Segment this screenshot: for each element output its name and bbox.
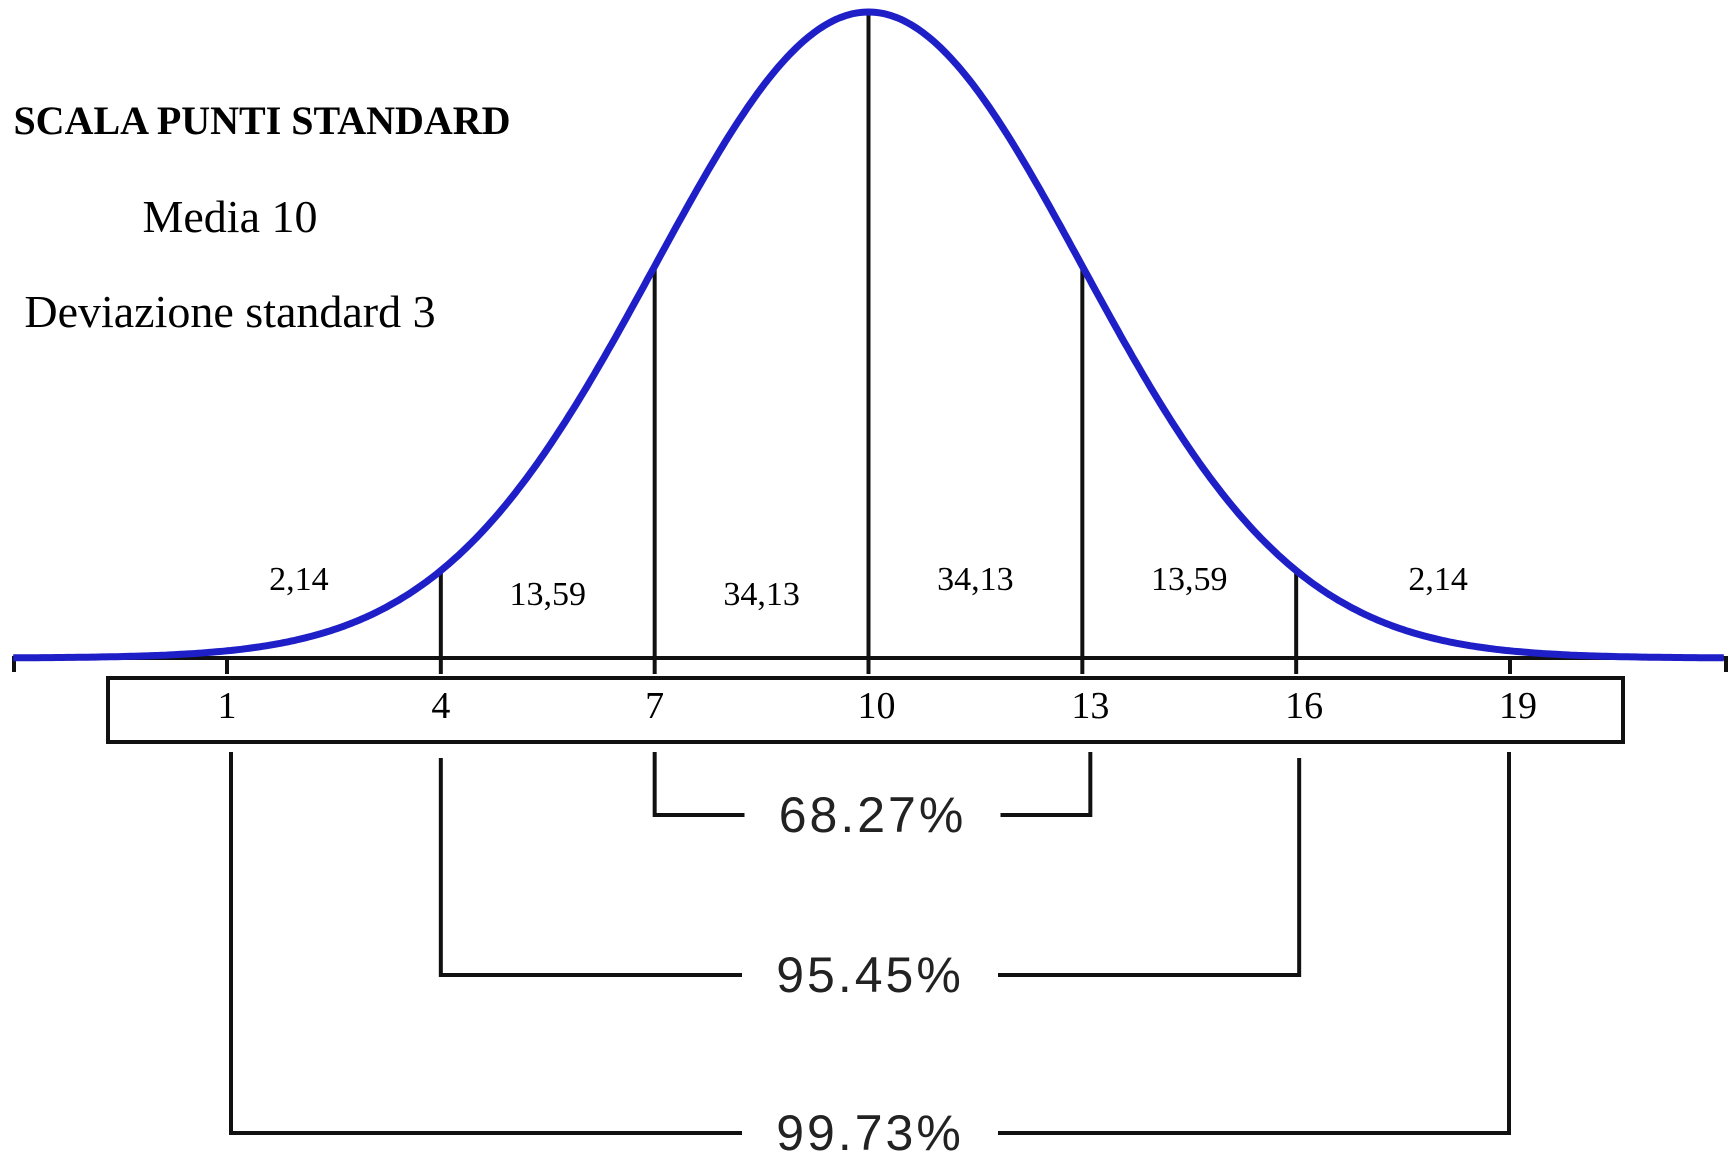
range-bracket-right: [1000, 752, 1093, 817]
tick-label: 16: [1285, 685, 1323, 727]
tick-label: 19: [1499, 685, 1537, 727]
range-bracket-left: [652, 752, 745, 817]
tick-label: 13: [1071, 685, 1109, 727]
range-bracket-right: [998, 758, 1302, 977]
boundary-lines: [438, 12, 1299, 658]
tick-labels: 1 4 7 10 13 16 19: [218, 685, 1538, 727]
axis-layer: [12, 656, 1728, 674]
segment-label: 13,59: [1151, 561, 1228, 598]
range-label: 68.27%: [779, 787, 967, 843]
segment-label: 2,14: [1408, 561, 1468, 598]
distribution-curve: [13, 8, 1724, 662]
range-brackets: 68.27% 95.45% 99.73%: [229, 752, 1511, 1151]
range-label: 95.45%: [776, 947, 964, 1003]
range-bracket-left: [229, 752, 742, 1135]
range-bracket-2: 95.45%: [438, 758, 1302, 1003]
range-bracket-1: 68.27%: [652, 752, 1093, 843]
segment-label: 34,13: [937, 561, 1014, 598]
tick-label: 1: [218, 685, 237, 727]
segment-labels: 2,14 13,59 34,13 34,13 13,59 2,14: [269, 561, 1468, 613]
sd-label: Deviazione standard 3: [24, 286, 435, 337]
range-bracket-3: 99.73%: [229, 752, 1511, 1151]
range-bracket-right: [998, 752, 1511, 1135]
range-label: 99.73%: [776, 1105, 964, 1151]
curve-layer: [13, 8, 1724, 662]
segment-label: 2,14: [269, 561, 329, 598]
chart-title: SCALA PUNTI STANDARD: [13, 98, 510, 143]
segment-label: 13,59: [510, 576, 587, 613]
mean-label: Media 10: [142, 191, 317, 242]
segment-label: 34,13: [723, 576, 800, 613]
tick-label: 10: [858, 685, 896, 727]
range-bracket-left: [438, 758, 742, 977]
tick-label: 7: [645, 685, 664, 727]
scale-box: [106, 676, 1625, 744]
tick-label: 4: [431, 685, 450, 727]
